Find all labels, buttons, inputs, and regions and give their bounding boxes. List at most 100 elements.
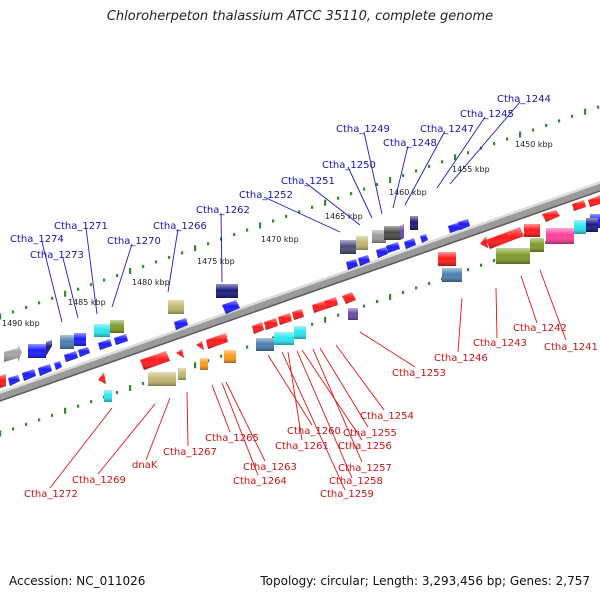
gene-label[interactable]: Ctha_1261 bbox=[275, 441, 329, 452]
kbp-label-1465: 1465 kbp bbox=[325, 212, 363, 221]
gene-gloss bbox=[196, 341, 204, 350]
gene-label[interactable]: Ctha_1259 bbox=[320, 489, 374, 500]
gene-gloss bbox=[0, 374, 6, 388]
scale-tick bbox=[298, 210, 301, 214]
gene-gloss bbox=[216, 284, 238, 298]
scale-tick bbox=[142, 381, 145, 385]
scale-tick bbox=[454, 154, 457, 161]
scale-tick bbox=[519, 131, 522, 138]
gene-gloss bbox=[420, 234, 428, 243]
scale-tick bbox=[467, 151, 470, 155]
gene-label[interactable]: Ctha_1256 bbox=[338, 441, 392, 452]
gene-label[interactable]: Ctha_1244 bbox=[497, 94, 551, 105]
gene-label[interactable]: Ctha_1243 bbox=[473, 338, 527, 349]
gene-label[interactable]: Ctha_1262 bbox=[196, 205, 250, 216]
gene-gloss bbox=[572, 200, 586, 211]
gene-gloss bbox=[312, 301, 326, 313]
scale-tick bbox=[38, 301, 41, 305]
scale-tick bbox=[428, 281, 431, 285]
kbp-label-1490: 1490 kbp bbox=[2, 319, 40, 328]
gene-gloss bbox=[524, 224, 540, 237]
gene-gloss bbox=[346, 259, 358, 270]
scale-tick bbox=[194, 362, 197, 369]
scale-tick bbox=[467, 268, 470, 272]
gene-label[interactable]: Ctha_1273 bbox=[30, 250, 84, 261]
scale-tick bbox=[129, 268, 132, 274]
scale-tick bbox=[363, 304, 366, 308]
gene-label[interactable]: Ctha_1258 bbox=[329, 476, 383, 487]
kbp-label-1485: 1485 kbp bbox=[68, 298, 106, 307]
scale-tick bbox=[155, 260, 158, 264]
scale-tick bbox=[441, 160, 444, 164]
gene-gloss bbox=[442, 268, 462, 282]
scale-tick bbox=[389, 294, 392, 300]
scale-tick bbox=[194, 245, 197, 252]
gene-gloss bbox=[588, 195, 600, 207]
forward-label-connectors bbox=[41, 101, 521, 323]
scale-tick bbox=[129, 385, 132, 391]
gene-gloss bbox=[224, 350, 236, 363]
gene-label[interactable]: Ctha_1245 bbox=[460, 109, 514, 120]
gene-gloss bbox=[372, 230, 386, 243]
scale-tick bbox=[181, 251, 184, 255]
gene-label[interactable]: Ctha_1246 bbox=[434, 353, 488, 364]
gene-label[interactable]: Ctha_1241 bbox=[544, 342, 598, 353]
gene-gloss bbox=[174, 318, 188, 330]
gene-label[interactable]: Ctha_1248 bbox=[383, 138, 437, 149]
scale-tick bbox=[233, 233, 236, 237]
gene-gloss bbox=[94, 324, 110, 337]
kbp-scale-labels: 1490 kbp 1485 kbp 1480 kbp 1475 kbp 1470… bbox=[2, 140, 553, 328]
gene-label[interactable]: Ctha_1263 bbox=[243, 462, 297, 473]
map-title: Chloroherpeton thalassium ATCC 35110, co… bbox=[106, 9, 494, 24]
gene-gloss bbox=[400, 224, 404, 240]
gene-label[interactable]: Ctha_1247 bbox=[420, 124, 474, 135]
gene-label[interactable]: Ctha_1274 bbox=[10, 234, 64, 245]
gene-label[interactable]: Ctha_1264 bbox=[233, 476, 287, 487]
gene-label[interactable]: Ctha_1253 bbox=[392, 368, 446, 379]
gene-label[interactable]: Ctha_1272 bbox=[24, 489, 78, 500]
gene-gloss bbox=[264, 318, 278, 330]
scale-tick bbox=[428, 164, 431, 168]
gene-label[interactable]: Ctha_1260 bbox=[287, 426, 341, 437]
scale-tick bbox=[376, 183, 379, 187]
accession-label: Accession: NC_011026 bbox=[9, 574, 146, 588]
forward-gene-labels: Ctha_1274 Ctha_1273 Ctha_1271 Ctha_1270 … bbox=[10, 94, 551, 261]
scale-tick bbox=[90, 283, 93, 287]
gene-label[interactable]: Ctha_1267 bbox=[163, 447, 217, 458]
gene-gloss bbox=[292, 309, 304, 320]
gene-label[interactable]: dnaK bbox=[132, 460, 158, 471]
scale-tick bbox=[558, 119, 561, 123]
gene-label[interactable]: Ctha_1257 bbox=[338, 463, 392, 474]
gene-label[interactable]: Ctha_1270 bbox=[107, 236, 161, 247]
scale-tick bbox=[246, 345, 249, 349]
gene-label[interactable]: Ctha_1271 bbox=[54, 221, 108, 232]
gene-gloss bbox=[78, 347, 90, 357]
gene-gloss bbox=[98, 372, 106, 384]
gene-label[interactable]: Ctha_1269 bbox=[72, 475, 126, 486]
gene-gloss bbox=[348, 308, 358, 320]
scale-tick bbox=[363, 187, 366, 191]
gene-label[interactable]: Ctha_1242 bbox=[513, 323, 567, 334]
scale-tick bbox=[103, 278, 106, 282]
scale-tick bbox=[493, 259, 496, 263]
gene-gloss bbox=[496, 248, 530, 264]
scale-tick bbox=[571, 114, 574, 118]
gene-label[interactable]: Ctha_1266 bbox=[153, 221, 207, 232]
scale-tick bbox=[0, 313, 2, 320]
scale-tick bbox=[480, 263, 483, 267]
gene-label[interactable]: Ctha_1252 bbox=[239, 190, 293, 201]
scale-tick bbox=[259, 222, 262, 229]
gene-gloss bbox=[376, 247, 388, 258]
gene-label[interactable]: Ctha_1255 bbox=[343, 428, 397, 439]
gene-label[interactable]: Ctha_1265 bbox=[205, 433, 259, 444]
gene-label[interactable]: Ctha_1249 bbox=[336, 124, 390, 135]
gene-label[interactable]: Ctha_1250 bbox=[322, 160, 376, 171]
gene-gloss bbox=[176, 349, 184, 358]
gene-gloss bbox=[60, 335, 74, 349]
gene-gloss bbox=[410, 216, 418, 230]
scale-tick bbox=[12, 427, 15, 431]
gene-label[interactable]: Ctha_1254 bbox=[360, 411, 414, 422]
gene-gloss bbox=[274, 332, 294, 345]
gene-label[interactable]: Ctha_1251 bbox=[281, 176, 335, 187]
